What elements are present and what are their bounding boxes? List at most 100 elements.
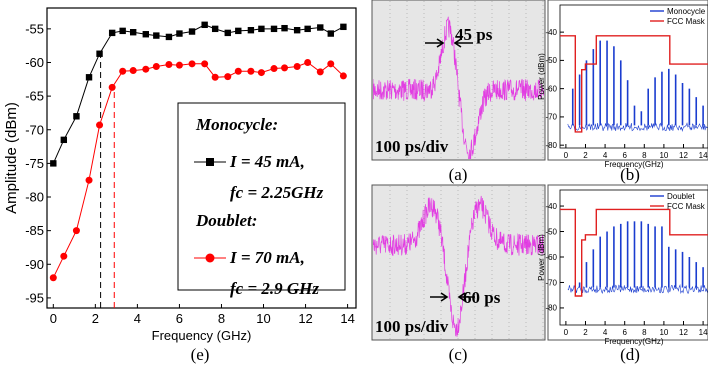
x-tick-label: 12 — [679, 328, 688, 337]
point — [281, 25, 287, 31]
x-tick-label: 4 — [603, 151, 608, 160]
point — [258, 26, 264, 32]
y-tick-label: -75 — [25, 156, 44, 171]
point — [340, 24, 346, 30]
point — [130, 67, 137, 74]
y-tick-label: -80 — [25, 190, 44, 205]
point — [340, 72, 347, 79]
point — [304, 59, 311, 66]
point — [271, 65, 278, 72]
x-tick-label: 4 — [134, 311, 141, 326]
legend-title: Doublet: — [195, 211, 257, 230]
x-tick-label: 0 — [50, 311, 57, 326]
scope-frame — [372, 0, 545, 160]
x-tick-label: 2 — [92, 311, 99, 326]
x-tick-label: 8 — [642, 328, 647, 337]
legend-marker — [206, 254, 215, 263]
legend-text: fc = 2.9 GHz — [230, 279, 319, 298]
y-tick-label: -40 — [545, 202, 557, 211]
point — [304, 26, 310, 32]
point — [235, 68, 242, 75]
legend-text: Monocycle — [667, 7, 706, 16]
point — [317, 24, 323, 30]
point — [153, 63, 160, 70]
point — [166, 34, 172, 40]
y-tick-label: -70 — [545, 278, 557, 287]
point — [96, 51, 102, 57]
point — [327, 60, 334, 67]
y-tick-label: -50 — [545, 56, 557, 65]
point — [271, 26, 277, 32]
y-tick-label: -55 — [25, 21, 44, 36]
point — [61, 137, 67, 143]
x-tick-label: 14 — [699, 151, 708, 160]
point — [109, 84, 116, 91]
y-tick-label: -95 — [25, 290, 44, 305]
legend-text: I = 70 mA, — [229, 248, 305, 267]
point — [153, 32, 159, 38]
annotation: 45 ps — [455, 25, 493, 44]
figure: 45 ps 100 ps/div (a) 60 ps 100 ps/div (c… — [0, 0, 708, 368]
point — [73, 227, 80, 234]
y-tick-label: -60 — [545, 253, 557, 262]
legend-text: I = 45 mA, — [229, 152, 305, 171]
point — [109, 30, 115, 36]
x-tick-label: 0 — [564, 328, 569, 337]
x-tick-label: 14 — [699, 328, 708, 337]
x-tick-label: 14 — [340, 311, 354, 326]
caption: (b) — [620, 165, 640, 184]
point — [201, 60, 208, 67]
x-tick-label: 12 — [679, 151, 688, 160]
point — [176, 62, 183, 69]
y-axis-label: Power (dBm) — [537, 53, 546, 100]
y-tick-label: -65 — [25, 89, 44, 104]
point — [143, 31, 149, 37]
y-tick-label: -60 — [25, 55, 44, 70]
x-tick-label: 8 — [218, 311, 225, 326]
caption: (e) — [191, 345, 210, 364]
point — [281, 64, 288, 71]
y-tick-label: -40 — [545, 28, 557, 37]
x-tick-label: 10 — [256, 311, 270, 326]
y-tick-label: -80 — [545, 304, 557, 313]
legend-text: FCC Mask — [667, 17, 706, 26]
legend-text: Doublet — [667, 192, 695, 201]
point — [96, 122, 103, 129]
legend-text: fc = 2.25GHz — [230, 183, 324, 202]
point — [142, 66, 149, 73]
annotation: 100 ps/div — [375, 317, 449, 336]
caption: (a) — [449, 165, 468, 184]
point — [328, 30, 334, 36]
y-tick-label: -70 — [25, 122, 44, 137]
y-tick-label: -70 — [545, 113, 557, 122]
point — [235, 28, 241, 34]
y-axis-label: Power (dBm) — [537, 234, 546, 281]
x-tick-label: 4 — [603, 328, 608, 337]
point — [248, 27, 254, 33]
point — [225, 30, 231, 36]
x-tick-label: 6 — [622, 151, 627, 160]
point — [50, 160, 56, 166]
x-axis-label: Frequency (GHz) — [152, 328, 252, 343]
x-tick-label: 6 — [622, 328, 627, 337]
y-tick-label: -85 — [25, 223, 44, 238]
point — [189, 28, 195, 34]
point — [86, 177, 93, 184]
y-tick-label: -60 — [545, 84, 557, 93]
point — [86, 74, 92, 80]
x-tick-label: 0 — [564, 151, 569, 160]
point — [189, 60, 196, 67]
point — [294, 27, 300, 33]
point — [50, 274, 57, 281]
point — [73, 113, 79, 119]
x-tick-label: 10 — [659, 328, 668, 337]
caption: (c) — [449, 345, 468, 364]
point — [212, 26, 218, 32]
point — [247, 68, 254, 75]
point — [317, 68, 324, 75]
point — [201, 22, 207, 28]
y-tick-label: -90 — [25, 257, 44, 272]
point — [212, 74, 219, 81]
caption: (d) — [620, 345, 640, 364]
legend-text: FCC Mask — [667, 202, 706, 211]
